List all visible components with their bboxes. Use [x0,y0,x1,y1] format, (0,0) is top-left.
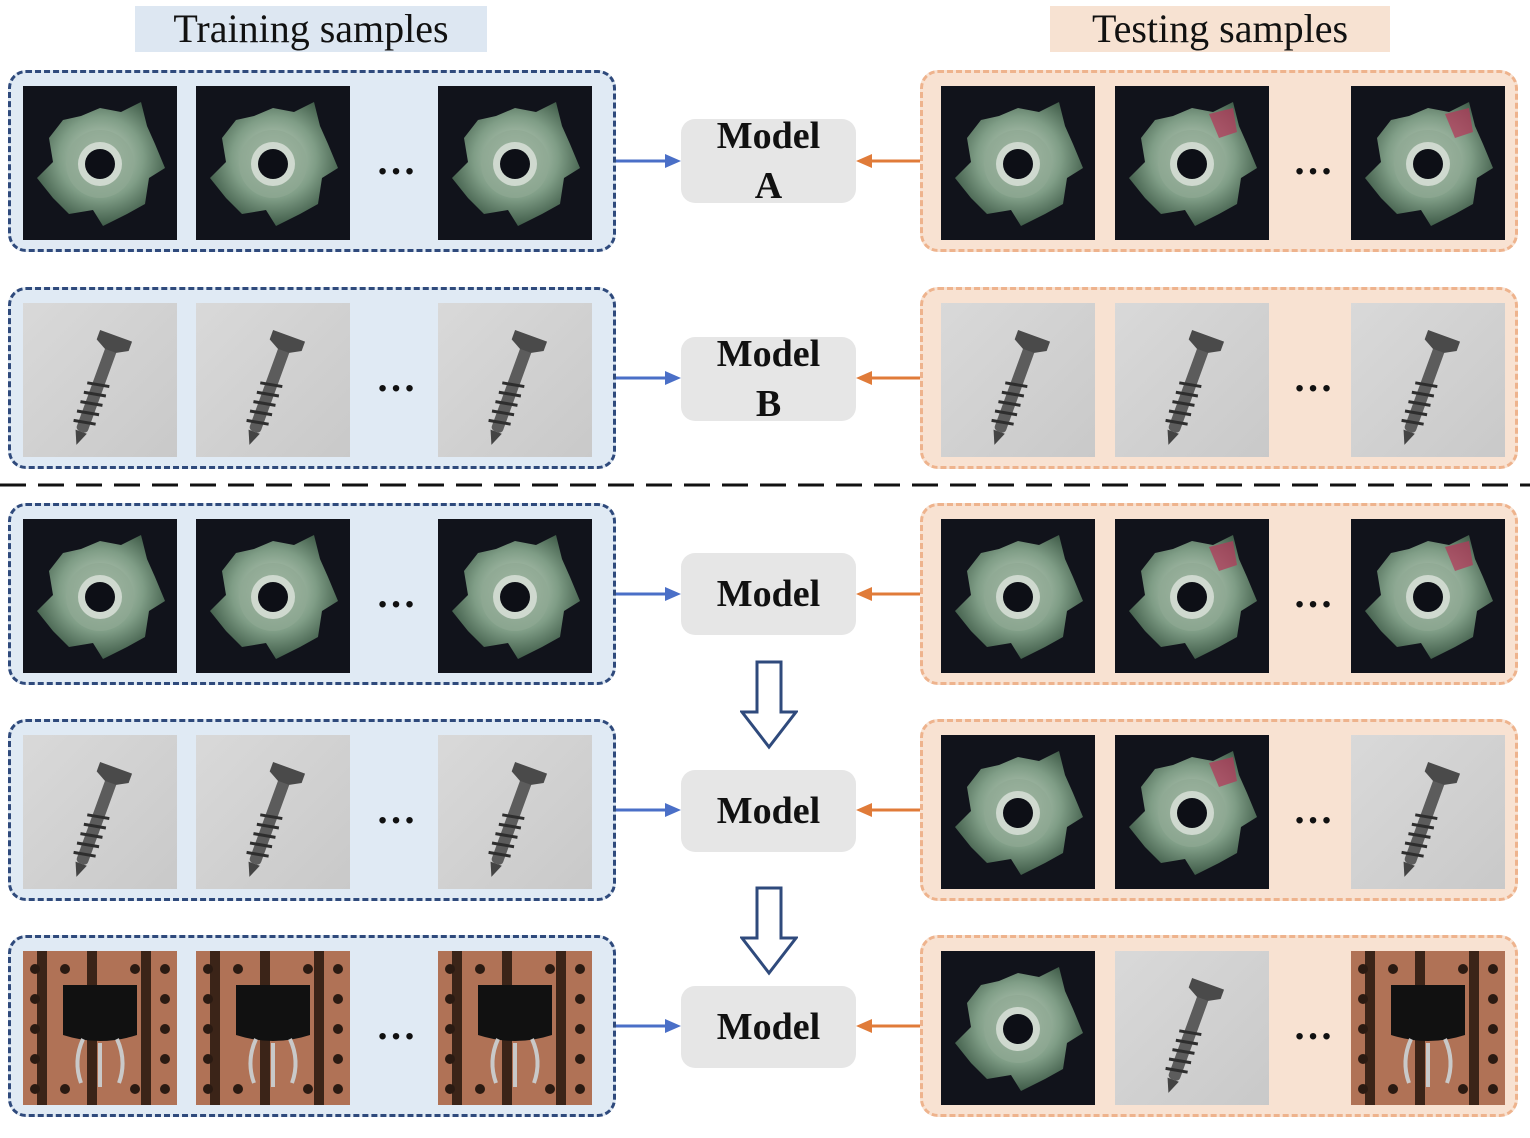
model-box-step1: Model [681,553,856,635]
sample-image-screw [1115,303,1269,457]
train-to-model-arrow-icon [616,371,681,385]
model-label: Model [716,573,821,615]
sample-image-nut [23,519,177,673]
sample-image-screw [1351,303,1505,457]
sample-image-screw [196,303,350,457]
model-b-label: Model [716,333,821,375]
testing-panel: … [920,287,1518,469]
sample-image-screw [23,303,177,457]
sample-image-nut [196,519,350,673]
model-box-step2: Model [681,770,856,852]
ellipsis: … [1293,571,1333,616]
section-divider [0,483,1530,487]
sample-image-screw [941,303,1095,457]
ellipsis: … [376,355,416,400]
train-to-model-arrow-icon [616,587,681,601]
sample-image-screw [1351,735,1505,889]
down-arrow-icon [740,886,798,976]
sample-image-nut [438,86,592,240]
model-label: Model [716,1006,821,1048]
train-to-model-arrow-icon [616,154,681,168]
down-arrow-icon [740,660,798,750]
test-to-model-arrow-icon [856,587,920,601]
model-b-id: B [755,383,782,425]
ellipsis: … [376,1003,416,1048]
training-panel: … [8,719,616,901]
ellipsis: … [376,571,416,616]
training-panel: … [8,935,616,1117]
model-a-box: Model A [681,115,856,207]
sample-image-transistor [438,951,592,1105]
training-samples-header: Training samples [135,6,487,52]
ellipsis: … [1293,355,1333,400]
sample-image-screw [23,735,177,889]
testing-panel: … [920,935,1518,1117]
test-to-model-arrow-icon [856,803,920,817]
test-to-model-arrow-icon [856,371,920,385]
sample-image-nut [438,519,592,673]
sample-image-nut [941,519,1095,673]
ellipsis: … [1293,787,1333,832]
sample-image-transistor [1351,951,1505,1105]
sample-image-nut [23,86,177,240]
sample-image-nut-defect [1351,86,1505,240]
testing-panel: … [920,503,1518,685]
train-to-model-arrow-icon [616,803,681,817]
sample-image-nut-defect [1115,735,1269,889]
ellipsis: … [376,787,416,832]
sample-image-screw [438,303,592,457]
ellipsis: … [376,138,416,183]
sample-image-nut-defect [1351,519,1505,673]
sample-image-transistor [23,951,177,1105]
sample-image-nut [941,86,1095,240]
sample-image-nut [196,86,350,240]
model-box-step3: Model [681,986,856,1068]
model-a-id: A [754,165,783,207]
sample-image-screw [438,735,592,889]
ellipsis: … [1293,138,1333,183]
sample-image-transistor [196,951,350,1105]
testing-panel: … [920,719,1518,901]
training-panel: … [8,503,616,685]
testing-samples-header: Testing samples [1050,6,1390,52]
training-panel: … [8,287,616,469]
sample-image-nut [941,951,1095,1105]
training-panel: … [8,70,616,252]
testing-panel: … [920,70,1518,252]
ellipsis: … [1293,1003,1333,1048]
test-to-model-arrow-icon [856,1019,920,1033]
test-to-model-arrow-icon [856,154,920,168]
sample-image-nut-defect [1115,519,1269,673]
train-to-model-arrow-icon [616,1019,681,1033]
sample-image-nut [941,735,1095,889]
sample-image-screw [196,735,350,889]
sample-image-nut-defect [1115,86,1269,240]
model-b-box: Model B [681,333,856,425]
model-label: Model [716,790,821,832]
model-a-label: Model [716,115,821,157]
sample-image-screw [1115,951,1269,1105]
